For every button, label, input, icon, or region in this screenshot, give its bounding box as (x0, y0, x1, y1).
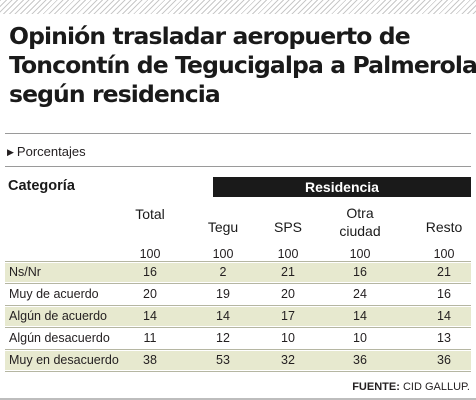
cell-otra: 14 (353, 309, 367, 323)
row-divider (5, 305, 471, 306)
row-divider (5, 283, 471, 284)
cell-total: 38 (143, 353, 157, 367)
cell-total: 11 (143, 331, 157, 345)
cell-otra: 10 (353, 331, 367, 345)
column-header-total-line-1: Total (135, 206, 165, 222)
cell-resto: 13 (437, 331, 451, 345)
column-header-otra-line-1: Otra (346, 205, 374, 221)
table-row: Ns/Nr 16 2 21 16 21 (5, 263, 471, 282)
cell-otra: 16 (353, 265, 367, 279)
category-header: Categoría (8, 178, 75, 194)
table-row: Algún de acuerdo 14 14 17 14 14 (5, 307, 471, 326)
row-label: Muy en desacuerdo (9, 353, 119, 367)
cell-sps: 17 (281, 309, 295, 323)
cell-sps: 21 (281, 265, 295, 279)
column-header-sps: SPS (253, 218, 323, 236)
subtitle-divider (5, 166, 471, 167)
column-header-otra: Otra ciudad (325, 204, 395, 240)
row-divider (5, 261, 471, 262)
source-label: FUENTE: (352, 381, 400, 393)
table-bottom-rule (5, 371, 471, 372)
cell-tegu: 19 (216, 287, 230, 301)
triangle-right-icon: ▶ (7, 147, 14, 157)
cell-resto: 16 (437, 287, 451, 301)
cell-total: 20 (143, 287, 157, 301)
column-header-total: Total (115, 205, 185, 223)
top-hatch-band (0, 0, 476, 14)
bottom-rule (0, 398, 476, 400)
cell-total: 16 (143, 265, 157, 279)
cell-otra: 24 (353, 287, 367, 301)
cell-total: 14 (143, 309, 157, 323)
table-row: Muy en desacuerdo 38 53 32 36 36 (5, 351, 471, 370)
column-header-tegu-line-1: Tegu (207, 219, 239, 235)
column-header-otra-line-2: ciudad (339, 223, 381, 239)
cell-resto: 36 (437, 353, 451, 367)
title-line-2: Toncontín de Tegucigalpa a Palmerola (9, 51, 476, 79)
cell-tegu: 14 (216, 309, 230, 323)
residencia-group-header: Residencia (213, 177, 471, 197)
sample-size-sps: 100 (277, 247, 299, 261)
cell-tegu: 2 (219, 265, 227, 279)
cell-resto: 14 (437, 309, 451, 323)
row-label: Muy de acuerdo (9, 287, 99, 301)
cell-sps: 32 (281, 353, 295, 367)
column-header-resto: Resto (409, 218, 476, 236)
chart-title: Opinión trasladar aeropuerto de Toncontí… (9, 22, 476, 109)
cell-tegu: 53 (216, 353, 230, 367)
subtitle: ▶ Porcentajes (7, 143, 86, 161)
sample-size-tegu: 100 (212, 247, 234, 261)
column-header-tegu: Tegu (188, 218, 258, 236)
cell-sps: 20 (281, 287, 295, 301)
source-value: CID GALLUP. (402, 381, 470, 393)
cell-otra: 36 (353, 353, 367, 367)
source-note: FUENTE: CID GALLUP. (352, 380, 470, 394)
column-header-resto-line-1: Resto (425, 219, 463, 235)
sample-size-otra: 100 (349, 247, 371, 261)
row-label: Ns/Nr (9, 265, 41, 279)
cell-tegu: 12 (216, 331, 230, 345)
title-line-3: según residencia (9, 80, 221, 108)
sample-size-total: 100 (139, 247, 161, 261)
table-row: Algún desacuerdo 11 12 10 10 13 (5, 329, 471, 348)
title-divider (5, 133, 471, 134)
row-label: Algún de acuerdo (9, 309, 107, 323)
cell-resto: 21 (437, 265, 451, 279)
subtitle-text: Porcentajes (16, 144, 86, 159)
row-label: Algún desacuerdo (9, 331, 110, 345)
table-row: Muy de acuerdo 20 19 20 24 16 (5, 285, 471, 304)
cell-sps: 10 (281, 331, 295, 345)
row-divider (5, 349, 471, 350)
title-line-1: Opinión trasladar aeropuerto de (9, 22, 411, 50)
row-divider (5, 327, 471, 328)
column-header-sps-line-1: SPS (273, 219, 302, 235)
sample-size-resto: 100 (433, 247, 455, 261)
